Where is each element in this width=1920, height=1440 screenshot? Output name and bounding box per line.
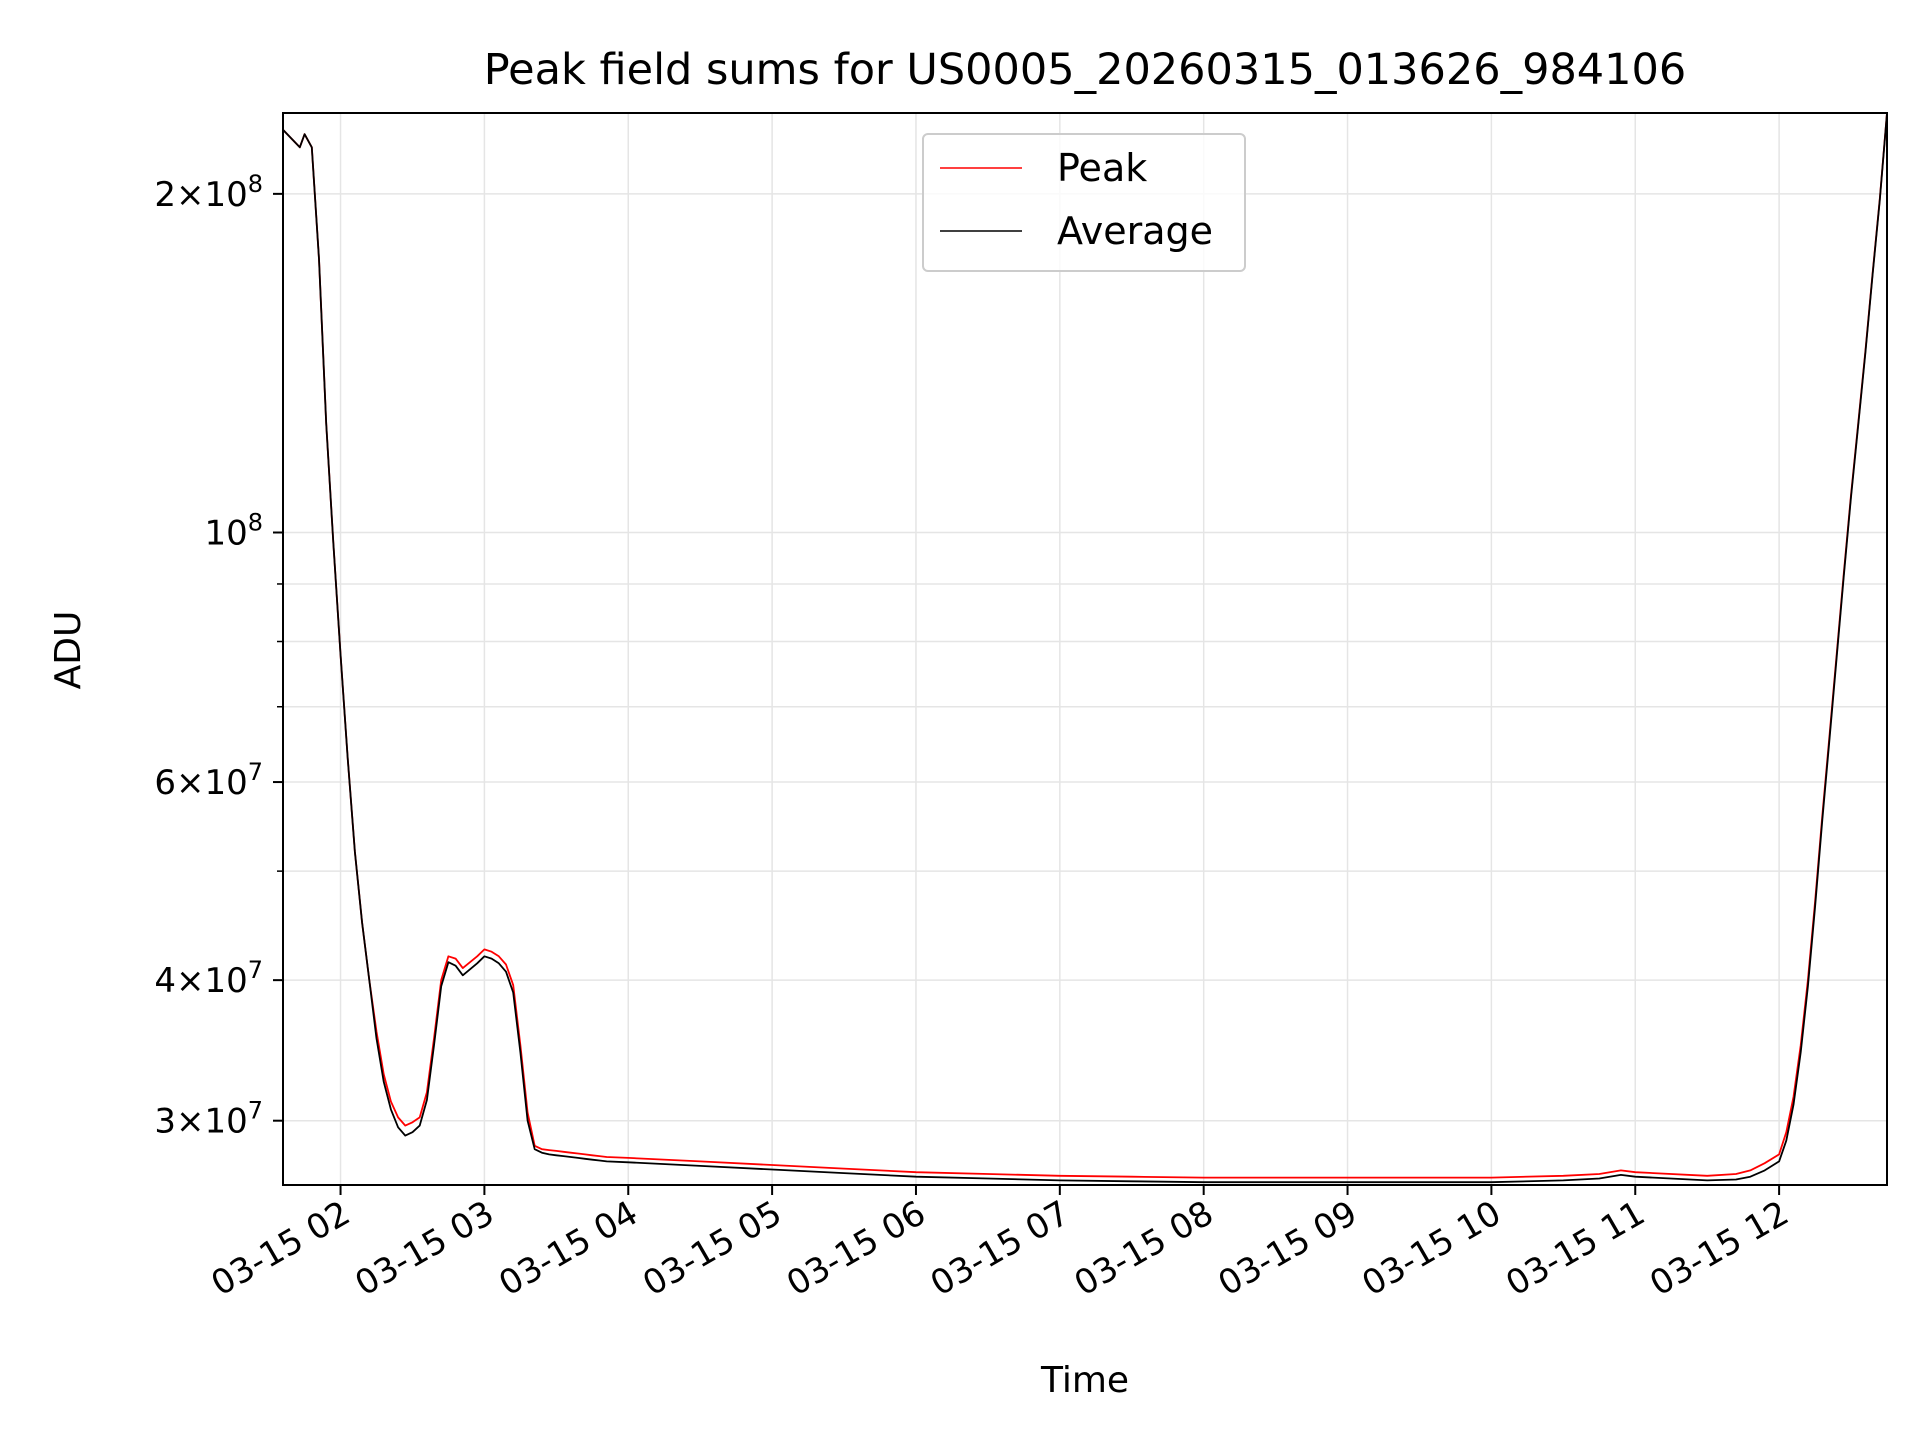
- y-tick-label: 2×108: [154, 170, 263, 215]
- plot-area-frame: [282, 112, 1888, 1186]
- series-layer: [283, 113, 1887, 1184]
- series-line-peak: [283, 113, 1887, 1179]
- legend-label-average: Average: [1057, 209, 1213, 253]
- y-tick-label: 108: [204, 508, 263, 553]
- y-tick-label: 4×107: [154, 956, 263, 1001]
- y-tick-label: 6×107: [154, 758, 263, 803]
- y-axis-ticks: 2×108 108 6×107 4×107 3×107: [154, 170, 283, 1142]
- legend-label-peak: Peak: [1057, 146, 1147, 190]
- chart-title: Peak field sums for US0005_20260315_0136…: [484, 45, 1687, 95]
- series-line-average: [283, 113, 1887, 1184]
- x-axis-title: Time: [1040, 1360, 1129, 1401]
- y-tick-label: 3×107: [154, 1097, 263, 1142]
- legend: Peak Average: [922, 133, 1246, 272]
- grid: [283, 113, 1887, 1185]
- y-axis-title: ADU: [48, 611, 89, 690]
